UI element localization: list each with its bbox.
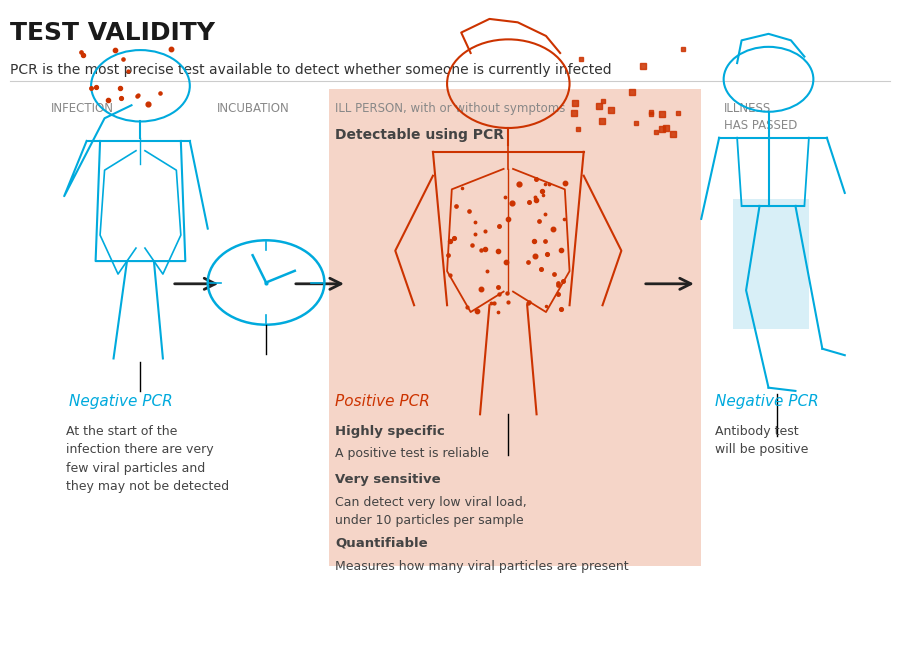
FancyBboxPatch shape [328,89,701,566]
Text: TEST VALIDITY: TEST VALIDITY [11,21,215,45]
Text: ILLNESS
HAS PASSED: ILLNESS HAS PASSED [724,102,797,132]
Text: INFECTION: INFECTION [50,102,113,115]
Text: Detectable using PCR: Detectable using PCR [335,128,504,142]
Text: Positive PCR: Positive PCR [335,394,430,409]
Text: Very sensitive: Very sensitive [335,473,441,486]
Text: Quantifiable: Quantifiable [335,537,428,550]
Text: A positive test is reliable: A positive test is reliable [335,447,490,460]
Text: ILL PERSON, with or without symptoms: ILL PERSON, with or without symptoms [335,102,565,115]
Text: Negative PCR: Negative PCR [68,394,173,409]
Text: Can detect very low viral load,
under 10 particles per sample: Can detect very low viral load, under 10… [335,496,526,527]
Text: PCR is the most precise test available to detect whether someone is currently in: PCR is the most precise test available t… [11,63,612,77]
Text: At the start of the
infection there are very
few viral particles and
they may no: At the start of the infection there are … [66,424,230,493]
FancyBboxPatch shape [733,200,809,329]
Text: Highly specific: Highly specific [335,424,445,437]
Text: Measures how many viral particles are present: Measures how many viral particles are pr… [335,559,629,572]
Text: Antibody test
will be positive: Antibody test will be positive [715,424,808,456]
Text: Negative PCR: Negative PCR [715,394,818,409]
Text: INCUBATION: INCUBATION [217,102,290,115]
